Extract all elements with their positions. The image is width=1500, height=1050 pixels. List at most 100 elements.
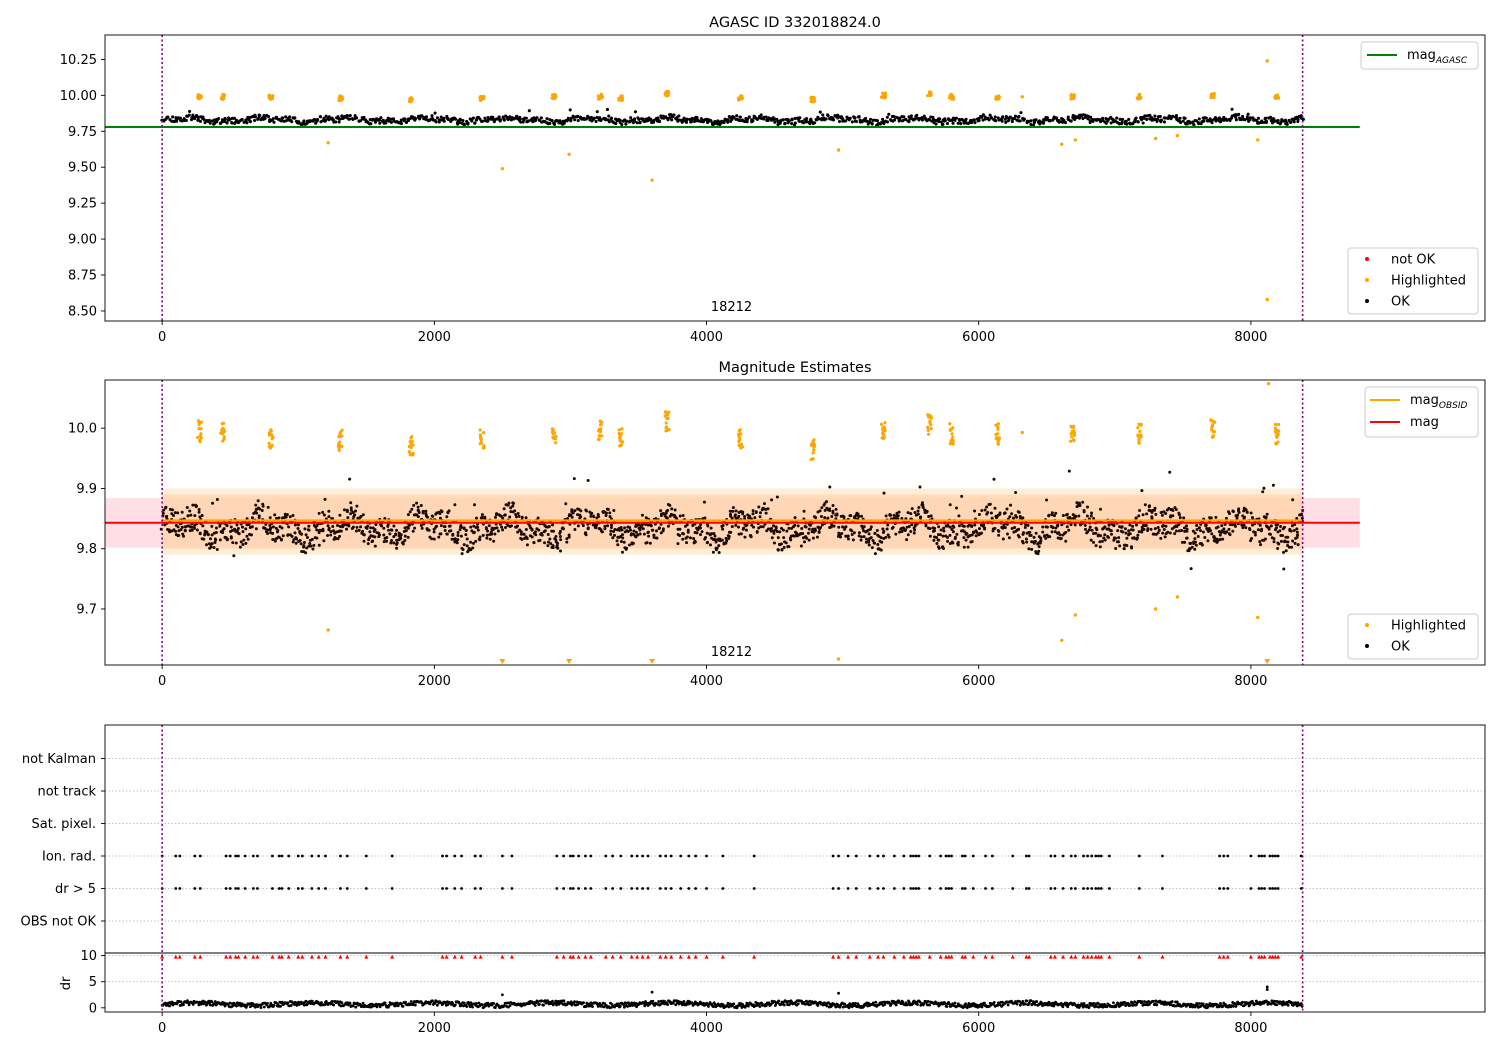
ok-point bbox=[596, 513, 600, 517]
ok-point bbox=[161, 511, 165, 515]
flag-ion-marker bbox=[837, 854, 840, 858]
ok-point bbox=[1282, 525, 1286, 529]
ok-point bbox=[486, 119, 490, 123]
ok-point bbox=[1026, 523, 1030, 527]
ok-point bbox=[416, 515, 420, 519]
ok-point bbox=[589, 514, 593, 518]
highlighted-point bbox=[597, 434, 601, 438]
ok-point bbox=[1114, 547, 1118, 551]
ok-point bbox=[1090, 528, 1094, 532]
ok-point bbox=[892, 513, 896, 517]
ok-point bbox=[948, 503, 952, 507]
ok-point bbox=[818, 509, 822, 513]
ok-point bbox=[180, 525, 184, 529]
highlighted-outlier bbox=[836, 657, 841, 661]
ok-point bbox=[685, 535, 689, 539]
ok-point bbox=[608, 511, 612, 515]
ok-point bbox=[787, 119, 792, 123]
highlighted-outlier bbox=[1265, 297, 1269, 302]
ok-point bbox=[1120, 525, 1124, 529]
ok-point bbox=[406, 526, 410, 530]
ok-point bbox=[198, 531, 202, 535]
ok-point bbox=[451, 533, 455, 537]
ok-point bbox=[819, 525, 823, 529]
flag-ion-marker bbox=[611, 854, 615, 858]
flag-dr-marker bbox=[752, 887, 756, 890]
ok-point bbox=[909, 530, 913, 534]
ok-point bbox=[1159, 118, 1164, 122]
ok-point bbox=[1141, 121, 1145, 125]
highlighted-point bbox=[948, 442, 952, 446]
ok-point bbox=[790, 117, 794, 121]
highlighted-point bbox=[997, 436, 1001, 440]
ok-point bbox=[366, 524, 370, 528]
ok-point bbox=[752, 525, 756, 529]
ok-point bbox=[266, 531, 270, 535]
ok-point bbox=[214, 531, 218, 535]
ok-point bbox=[481, 119, 485, 123]
dr-point bbox=[279, 1004, 282, 1008]
ok-point bbox=[478, 535, 482, 539]
ok-point bbox=[1293, 541, 1297, 545]
ok-point bbox=[1121, 117, 1125, 121]
ok-point bbox=[844, 119, 848, 123]
flag-ion-marker bbox=[630, 854, 634, 858]
ok-point bbox=[538, 538, 542, 542]
flag-ion-marker bbox=[236, 854, 240, 858]
ok-point bbox=[433, 111, 437, 115]
ok-point bbox=[502, 118, 506, 122]
ok-point bbox=[980, 115, 984, 119]
ok-point bbox=[1137, 530, 1141, 534]
highlighted-point bbox=[812, 438, 816, 442]
flag-ion-marker bbox=[569, 854, 572, 858]
ok-point bbox=[305, 536, 309, 540]
ok-point bbox=[624, 122, 628, 126]
ok-point bbox=[508, 515, 512, 519]
ok-point bbox=[1007, 536, 1011, 540]
flag-dr-marker bbox=[914, 887, 918, 890]
flag-ion-marker bbox=[251, 854, 255, 858]
ok-point bbox=[685, 541, 689, 545]
flag-dr-marker bbox=[174, 887, 178, 890]
ok-point bbox=[1074, 515, 1078, 519]
ok-point bbox=[1279, 525, 1283, 529]
ok-point bbox=[247, 523, 251, 527]
dr-point bbox=[758, 1005, 762, 1008]
ok-point bbox=[196, 115, 200, 119]
ok-point bbox=[666, 524, 670, 528]
ok-point bbox=[1183, 116, 1187, 120]
ok-point bbox=[1004, 120, 1008, 124]
ok-point bbox=[864, 116, 868, 120]
ok-point bbox=[1001, 537, 1005, 541]
ok-point bbox=[502, 507, 506, 511]
ok-point bbox=[530, 535, 534, 539]
ok-point bbox=[869, 525, 873, 529]
ok-point bbox=[288, 515, 292, 519]
ok-point bbox=[1168, 470, 1172, 474]
highlighted-point bbox=[736, 96, 741, 101]
ok-point bbox=[387, 528, 391, 532]
ok-point bbox=[238, 545, 242, 549]
ok-point bbox=[1284, 549, 1288, 553]
ok-point bbox=[889, 513, 893, 517]
highlighted-point bbox=[811, 95, 816, 100]
ok-point bbox=[547, 525, 551, 529]
ok-point bbox=[572, 477, 576, 481]
ok-point bbox=[989, 115, 993, 120]
ok-point bbox=[717, 120, 721, 124]
flag-dr-marker bbox=[1161, 887, 1164, 890]
ok-point bbox=[872, 541, 876, 545]
ok-point bbox=[438, 511, 442, 515]
ok-point bbox=[852, 531, 856, 535]
ok-point bbox=[556, 541, 560, 545]
ok-point bbox=[193, 524, 197, 528]
dr-point bbox=[551, 999, 554, 1003]
dr-point bbox=[707, 1005, 710, 1008]
ok-point bbox=[1291, 539, 1295, 543]
ok-point bbox=[1106, 118, 1110, 122]
dr-point bbox=[266, 1002, 269, 1005]
ok-point bbox=[244, 527, 248, 531]
ok-point bbox=[389, 120, 393, 124]
flag-dr-marker bbox=[694, 887, 698, 890]
ok-point bbox=[479, 516, 483, 520]
